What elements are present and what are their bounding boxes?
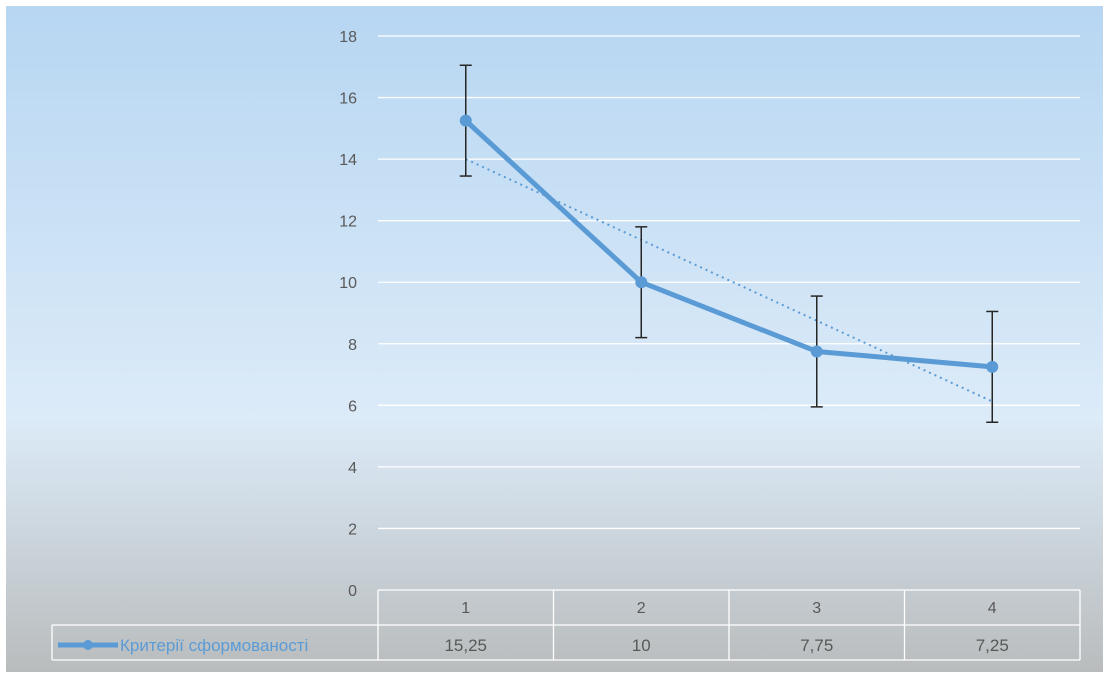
y-axis: 0 2 4 6 8 10 12 14 16 18	[339, 29, 357, 600]
series-line	[463, 118, 995, 370]
y-tick-label: 10	[339, 275, 357, 292]
table-value-cell: 10	[632, 636, 651, 655]
y-tick-label: 0	[348, 583, 357, 600]
data-point-marker	[459, 114, 472, 127]
y-tick-label: 6	[348, 398, 357, 415]
legend-marker-key	[83, 640, 93, 650]
data-table: 1 15,25 2 10 3 7,75 4 7,25 Критерії сформованост…	[51, 590, 1081, 661]
data-point-marker	[986, 360, 999, 373]
table-value-cell: 7,25	[976, 636, 1009, 655]
x-category-label: 2	[637, 600, 646, 617]
data-point-marker	[810, 345, 823, 358]
y-tick-label: 4	[348, 460, 357, 477]
table-value-cell: 15,25	[444, 636, 487, 655]
y-tick-label: 8	[348, 337, 357, 354]
y-tick-label: 14	[339, 152, 357, 169]
x-category-label: 1	[461, 600, 470, 617]
legend-series-name: Критерії сформованості	[120, 636, 308, 655]
x-category-label: 4	[988, 600, 997, 617]
y-tick-label: 2	[348, 521, 357, 538]
series-line-group	[459, 114, 999, 373]
x-category-label: 3	[812, 600, 821, 617]
y-tick-label: 18	[339, 29, 357, 46]
gridlines	[378, 35, 1080, 591]
chart-background	[6, 6, 1103, 672]
data-point-marker	[635, 276, 648, 289]
y-tick-label: 16	[339, 91, 357, 108]
y-tick-label: 12	[339, 214, 357, 231]
table-value-cell: 7,75	[800, 636, 833, 655]
